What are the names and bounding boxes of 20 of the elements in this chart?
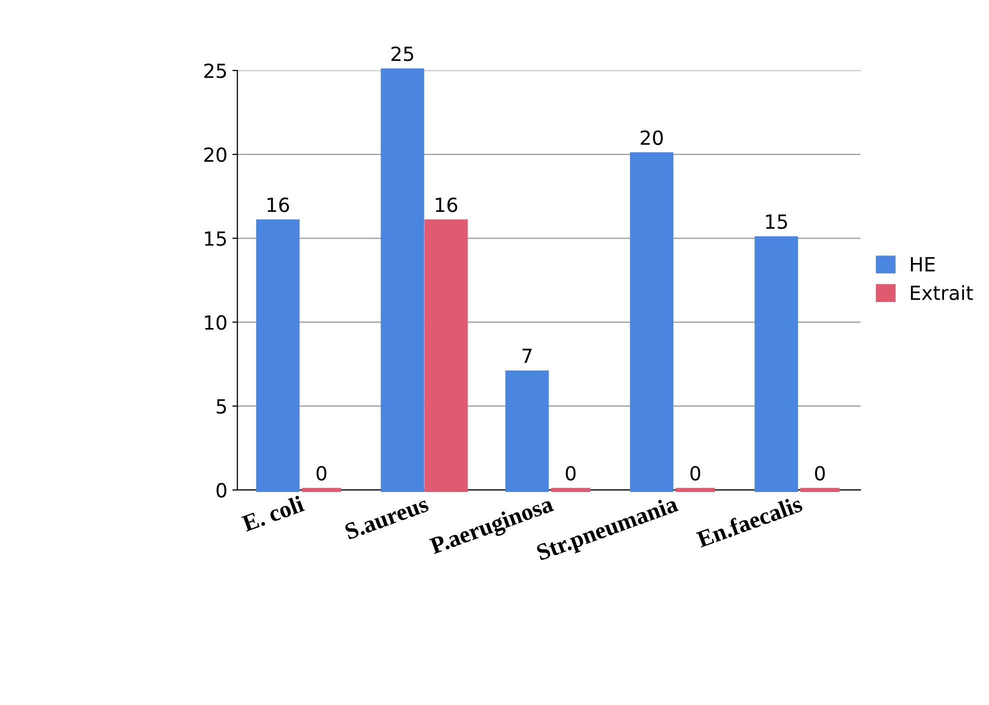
legend-label: HE: [910, 257, 935, 272]
data-label: 0: [815, 466, 825, 481]
y-tick-label: 15: [205, 232, 226, 246]
data-label: 16: [268, 197, 290, 212]
data-label: 20: [640, 130, 663, 146]
y-tick-label: 10: [205, 315, 226, 330]
data-label: 7: [522, 348, 532, 363]
data-label: 16: [436, 197, 458, 212]
y-tick-label: 20: [204, 147, 226, 162]
x-tick-label: E. coli: [240, 494, 306, 532]
x-tick-label: S.aureus: [344, 496, 430, 540]
y-tick-label: 0: [216, 482, 226, 498]
data-label: 0: [566, 466, 576, 481]
legend-label: Extrait: [910, 285, 973, 300]
y-tick-label: 25: [204, 63, 226, 78]
data-label: 25: [392, 46, 414, 62]
y-tick-label: 5: [216, 399, 226, 414]
data-label: 15: [766, 214, 787, 229]
data-label: 0: [690, 466, 700, 481]
data-label: 0: [316, 466, 326, 481]
